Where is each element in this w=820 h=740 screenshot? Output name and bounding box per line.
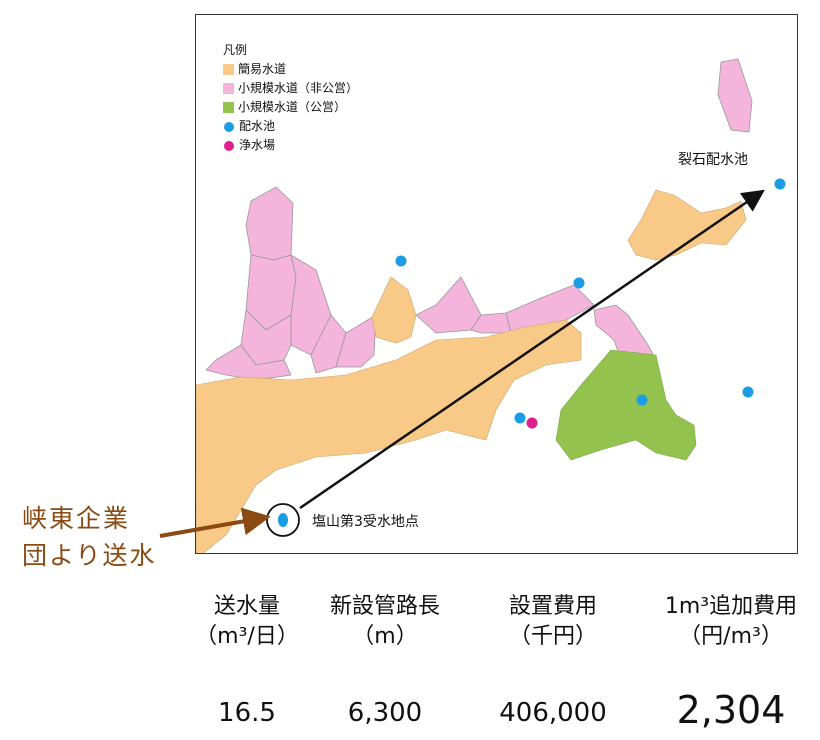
legend-label-reservoir: 配水池 — [239, 119, 276, 133]
zone-orange-northeast — [627, 189, 747, 261]
reservoir-points — [395, 178, 786, 424]
stat-unit-cost-header: 1m³追加費用 — [664, 594, 798, 619]
stat-pipe-length-header: 新設管路長 — [329, 594, 440, 619]
zone-orange-main — [196, 319, 582, 553]
legend-swatch-small-public — [223, 102, 234, 113]
legend-swatch-small-private — [223, 83, 234, 94]
stat-unit-cost-value: 2,304 — [676, 688, 786, 732]
connection-arrow — [299, 189, 765, 510]
zone-orange-small — [371, 276, 417, 344]
callout-line-1: 峡東企業 — [22, 504, 131, 533]
callout-text: 峡東企業 団より送水 — [22, 500, 157, 574]
receiving-point-marker — [278, 513, 288, 527]
legend-swatch-simple — [223, 64, 234, 75]
reservoir-point — [395, 255, 407, 267]
zone-pink-north — [717, 58, 753, 133]
stat-install-cost-value: 406,000 — [499, 698, 607, 728]
stat-flow: 送水量 （m³/日） 16.5 — [172, 592, 322, 728]
zone-pink-central-1 — [415, 276, 482, 334]
stat-pipe-length: 新設管路長 （m） 6,300 — [310, 592, 460, 728]
zone-pink-east — [593, 304, 657, 361]
label-receiving-point: 塩山第3受水地点 — [312, 514, 419, 530]
reservoir-point — [573, 277, 585, 289]
stat-flow-value: 16.5 — [218, 698, 276, 728]
label-reservoir-destination: 裂石配水池 — [678, 152, 748, 168]
zone-pink-west-6 — [335, 314, 377, 368]
legend-item-small-public: 小規模水道（公営） — [223, 98, 358, 117]
legend-label-small-public: 小規模水道（公営） — [238, 100, 347, 114]
callout-arrow — [159, 507, 271, 538]
map-legend: 凡例 簡易水道 小規模水道（非公営） 小規模水道（公営） 配水池 浄水場 — [223, 41, 358, 155]
stat-unit-cost-unit: （円/m³） — [679, 624, 783, 649]
legend-item-small-private: 小規模水道（非公営） — [223, 79, 358, 98]
legend-label-small-private: 小規模水道（非公営） — [238, 81, 359, 95]
stat-unit-cost: 1m³追加費用 （円/m³） 2,304 — [650, 592, 812, 732]
stat-install-cost: 設置費用 （千円） 406,000 — [478, 592, 628, 728]
map-canvas — [196, 58, 786, 553]
reservoir-point — [774, 178, 786, 190]
zone-public-small — [555, 349, 697, 461]
zone-pink-west-1 — [245, 186, 294, 261]
zones-simple — [196, 189, 747, 553]
stat-install-cost-unit: （千円） — [508, 624, 597, 649]
treatment-plant-point — [526, 417, 538, 429]
stat-pipe-length-unit: （m） — [352, 624, 418, 649]
callout-line-2: 団より送水 — [22, 541, 157, 570]
zone-pink-west-3 — [290, 254, 332, 356]
reservoir-point — [514, 412, 526, 424]
legend-dot-treatment-plant — [224, 140, 234, 151]
stat-flow-header: 送水量 — [213, 594, 280, 619]
legend-title: 凡例 — [223, 43, 248, 57]
zones-small-private — [205, 58, 753, 381]
legend-item-reservoir: 配水池 — [223, 117, 358, 136]
reservoir-point — [742, 386, 754, 398]
map-frame: 凡例 簡易水道 小規模水道（非公営） 小規模水道（公営） 配水池 浄水場 裂石配… — [195, 14, 798, 554]
stat-pipe-length-value: 6,300 — [347, 698, 423, 728]
legend-dot-reservoir — [224, 121, 234, 132]
reservoir-point — [636, 394, 648, 406]
stat-flow-unit: （m³/日） — [195, 624, 299, 649]
legend-item-simple: 簡易水道 — [223, 60, 358, 79]
stat-install-cost-header: 設置費用 — [508, 594, 597, 619]
legend-label-simple: 簡易水道 — [238, 62, 287, 76]
legend-item-treatment-plant: 浄水場 — [223, 136, 358, 155]
legend-label-treatment-plant: 浄水場 — [239, 138, 276, 152]
